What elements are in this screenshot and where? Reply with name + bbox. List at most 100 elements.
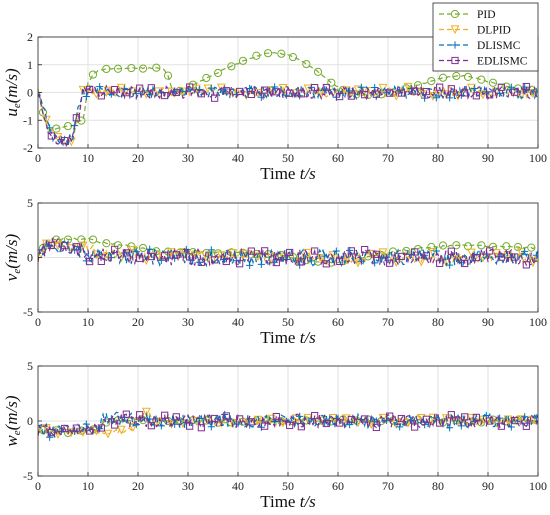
marker-edlismc xyxy=(336,419,344,427)
legend-marker-dlismc xyxy=(451,41,459,49)
marker-dlpid xyxy=(428,248,438,257)
marker-pid xyxy=(302,256,311,265)
marker-dlismc xyxy=(357,83,365,91)
marker-edlismc xyxy=(197,424,205,432)
marker-dlismc xyxy=(207,423,215,431)
x-tick-label: 0 xyxy=(35,151,41,165)
marker-edlismc xyxy=(97,424,105,432)
y-tick-label: -5 xyxy=(23,469,33,483)
marker-edlismc xyxy=(72,243,80,251)
marker-edlismc xyxy=(211,414,219,423)
marker-pid xyxy=(288,52,298,62)
marker-edlismc xyxy=(472,92,480,100)
marker-dlismc xyxy=(532,251,538,259)
marker-pid xyxy=(452,241,461,250)
marker-pid xyxy=(238,248,248,257)
marker-edlismc xyxy=(322,83,330,92)
marker-edlismc xyxy=(186,422,194,430)
x-tick-label: 20 xyxy=(132,151,144,165)
marker-edlismc xyxy=(211,256,219,264)
marker-dlismc xyxy=(182,245,190,254)
marker-dlismc xyxy=(521,413,529,421)
marker-edlismc xyxy=(247,247,255,255)
marker-edlismc xyxy=(436,419,444,427)
marker-edlismc xyxy=(286,421,294,430)
marker-dlpid xyxy=(353,85,363,95)
marker-pid xyxy=(438,241,448,250)
marker-dlpid xyxy=(278,252,288,262)
marker-edlismc xyxy=(47,241,55,249)
x-tick-label: 30 xyxy=(182,479,194,493)
marker-dlismc xyxy=(82,92,90,101)
marker-pid xyxy=(202,73,211,83)
marker-edlismc xyxy=(261,422,269,430)
marker-dlpid xyxy=(66,137,76,147)
marker-edlismc xyxy=(172,88,180,97)
marker-pid xyxy=(427,76,436,86)
marker-edlismc xyxy=(497,253,505,261)
marker-edlismc xyxy=(147,252,155,261)
marker-pid xyxy=(127,63,136,73)
marker-edlismc xyxy=(286,248,294,257)
x-axis-title: Time t/s xyxy=(260,492,316,511)
marker-edlismc xyxy=(211,94,219,102)
marker-pid xyxy=(477,75,486,84)
marker-edlismc xyxy=(147,84,155,92)
marker-edlismc xyxy=(447,247,455,255)
marker-edlismc xyxy=(186,83,194,91)
marker-dlpid xyxy=(491,249,501,258)
marker-edlismc xyxy=(47,429,55,437)
marker-edlismc xyxy=(161,411,169,419)
marker-edlismc xyxy=(61,242,69,250)
marker-edlismc xyxy=(297,90,305,98)
marker-edlismc xyxy=(247,90,255,99)
marker-dlpid xyxy=(353,258,363,268)
marker-edlismc xyxy=(261,247,269,255)
marker-edlismc xyxy=(372,423,380,432)
marker-dlpid xyxy=(103,429,113,439)
marker-pid xyxy=(88,70,98,79)
marker-dlpid xyxy=(153,87,163,97)
marker-dlismc xyxy=(221,85,229,93)
marker-edlismc xyxy=(386,259,394,267)
y-axis-title: we(m/s) xyxy=(2,395,23,447)
legend: PID DLPID DLISMC EDLISMC xyxy=(432,2,539,72)
marker-pid xyxy=(327,78,336,87)
marker-edlismc xyxy=(397,252,405,261)
x-tick-label: 40 xyxy=(232,479,244,493)
marker-pid xyxy=(102,239,111,248)
marker-pid xyxy=(113,64,123,73)
marker-pid xyxy=(102,418,111,427)
marker-dlpid xyxy=(441,258,451,268)
marker-dlpid xyxy=(191,84,201,94)
y-tick-label: -5 xyxy=(23,305,33,319)
marker-edlismc xyxy=(311,247,319,255)
x-tick-label: 20 xyxy=(132,315,144,329)
series-group xyxy=(38,49,538,147)
marker-edlismc xyxy=(386,412,394,420)
marker-dlpid xyxy=(141,256,151,266)
marker-dlismc xyxy=(146,245,154,253)
marker-edlismc xyxy=(386,89,394,97)
marker-edlismc xyxy=(411,423,419,431)
legend-label-pid: PID xyxy=(477,9,496,21)
x-tick-label: 80 xyxy=(432,479,444,493)
marker-pid xyxy=(452,71,461,81)
marker-dlismc xyxy=(371,83,379,92)
marker-dlpid xyxy=(403,82,413,92)
marker-dlismc xyxy=(196,85,204,94)
marker-edlismc xyxy=(97,257,105,265)
marker-edlismc xyxy=(122,89,130,97)
marker-dlismc xyxy=(496,414,504,422)
marker-edlismc xyxy=(472,253,480,262)
marker-edlismc xyxy=(436,259,444,267)
marker-pid xyxy=(527,243,536,252)
marker-dlpid xyxy=(78,85,88,95)
marker-edlismc xyxy=(472,413,480,421)
marker-dlismc xyxy=(507,423,515,431)
marker-dlismc xyxy=(82,420,90,428)
legend-marker-pid xyxy=(450,9,460,19)
marker-dlismc xyxy=(521,247,529,255)
